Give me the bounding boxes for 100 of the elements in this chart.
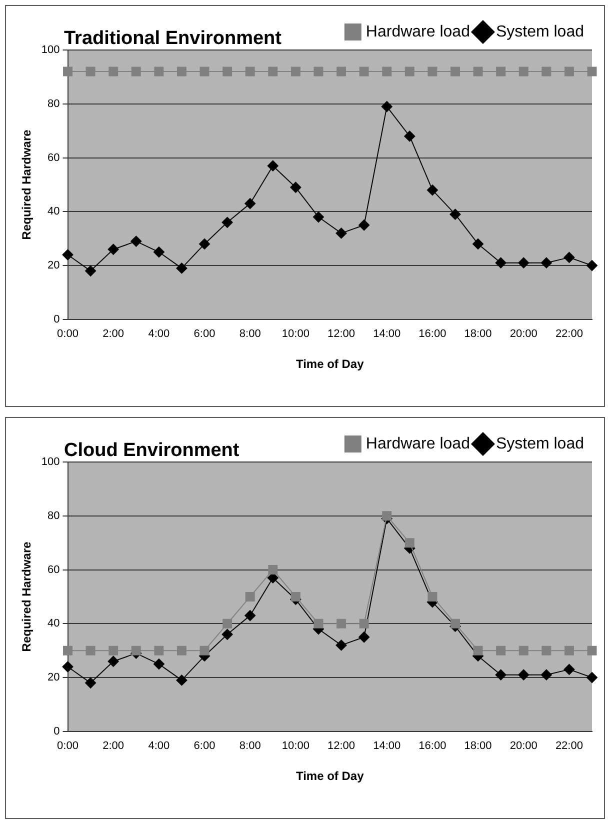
x-tick-label: 0:00 xyxy=(57,328,78,340)
point xyxy=(496,66,506,76)
point xyxy=(85,677,96,688)
point xyxy=(131,66,141,76)
point xyxy=(450,66,460,76)
y-tick-label: 80 xyxy=(48,98,60,110)
x-axis-title: Time of Day xyxy=(296,357,364,372)
point xyxy=(542,646,552,656)
y-axis-title: Required Hardware xyxy=(20,541,34,652)
point xyxy=(268,565,278,575)
y-tick-label: 60 xyxy=(48,564,60,576)
x-tick-label: 20:00 xyxy=(510,740,538,752)
point xyxy=(359,66,369,76)
point xyxy=(312,212,324,223)
x-tick-label: 4:00 xyxy=(148,740,170,752)
point xyxy=(495,669,506,680)
legend-label: Hardware load xyxy=(366,435,470,452)
point xyxy=(587,66,597,76)
point xyxy=(108,656,119,667)
point xyxy=(518,669,530,680)
x-tick-label: 14:00 xyxy=(373,740,401,752)
point xyxy=(404,66,414,76)
point xyxy=(85,265,96,276)
point xyxy=(428,66,438,76)
x-tick-label: 6:00 xyxy=(194,328,216,340)
point xyxy=(426,184,438,196)
point xyxy=(381,101,392,112)
x-tick-label: 8:00 xyxy=(239,740,261,752)
point xyxy=(586,672,598,684)
x-tick-label: 16:00 xyxy=(418,328,446,340)
y-tick-label: 40 xyxy=(48,618,60,630)
point xyxy=(336,228,347,239)
point xyxy=(108,646,118,656)
point xyxy=(518,257,530,268)
point xyxy=(564,664,575,675)
x-tick-label: 2:00 xyxy=(102,328,124,340)
x-tick-label: 20:00 xyxy=(510,328,538,340)
point xyxy=(63,646,72,656)
y-tick-label: 100 xyxy=(41,44,60,56)
point xyxy=(314,66,324,76)
y-tick-label: 0 xyxy=(54,725,60,738)
point xyxy=(131,646,141,656)
point xyxy=(314,618,324,628)
point xyxy=(244,610,256,622)
point xyxy=(473,66,483,76)
point xyxy=(222,618,232,628)
chart-title: Traditional Environment xyxy=(64,28,282,50)
point xyxy=(336,66,346,76)
point xyxy=(518,646,528,656)
point xyxy=(290,182,302,193)
point xyxy=(472,238,484,250)
x-tick-label: 10:00 xyxy=(282,328,310,340)
x-tick-label: 8:00 xyxy=(239,328,261,340)
point xyxy=(542,66,552,76)
x-axis-title: Time of Day xyxy=(296,769,364,784)
point xyxy=(290,592,300,602)
y-tick-label: 40 xyxy=(48,206,60,218)
point xyxy=(176,646,186,656)
point xyxy=(267,160,278,172)
x-tick-label: 14:00 xyxy=(373,328,401,340)
point xyxy=(86,66,96,76)
x-tick-label: 22:00 xyxy=(555,740,583,752)
point xyxy=(450,208,461,220)
point xyxy=(86,646,96,656)
point xyxy=(518,66,528,76)
y-tick-label: 60 xyxy=(48,152,60,164)
x-tick-label: 0:00 xyxy=(57,740,78,752)
point xyxy=(176,674,188,686)
y-axis-title: Required Hardware xyxy=(20,129,34,240)
point xyxy=(62,249,74,260)
point xyxy=(564,66,574,76)
point xyxy=(199,238,210,250)
legend-label: System load xyxy=(496,23,584,40)
point xyxy=(268,66,278,76)
x-tick-label: 12:00 xyxy=(328,328,356,340)
point xyxy=(222,216,233,228)
point xyxy=(404,130,416,142)
x-tick-label: 12:00 xyxy=(328,740,356,752)
point xyxy=(359,618,369,628)
point xyxy=(358,220,370,231)
point xyxy=(587,646,597,656)
point xyxy=(154,646,164,656)
point xyxy=(200,646,210,656)
x-tick-label: 10:00 xyxy=(282,740,310,752)
point xyxy=(382,66,392,76)
point xyxy=(130,236,142,247)
point xyxy=(63,66,72,76)
point xyxy=(586,260,598,272)
point xyxy=(473,646,483,656)
point xyxy=(358,632,370,643)
point xyxy=(222,66,232,76)
y-tick-label: 80 xyxy=(48,510,60,522)
point xyxy=(290,66,300,76)
y-tick-label: 100 xyxy=(41,456,60,468)
point xyxy=(428,592,438,602)
point xyxy=(62,661,74,672)
y-tick-label: 20 xyxy=(48,672,60,684)
point xyxy=(564,252,575,263)
point xyxy=(382,511,392,521)
point xyxy=(153,658,164,670)
